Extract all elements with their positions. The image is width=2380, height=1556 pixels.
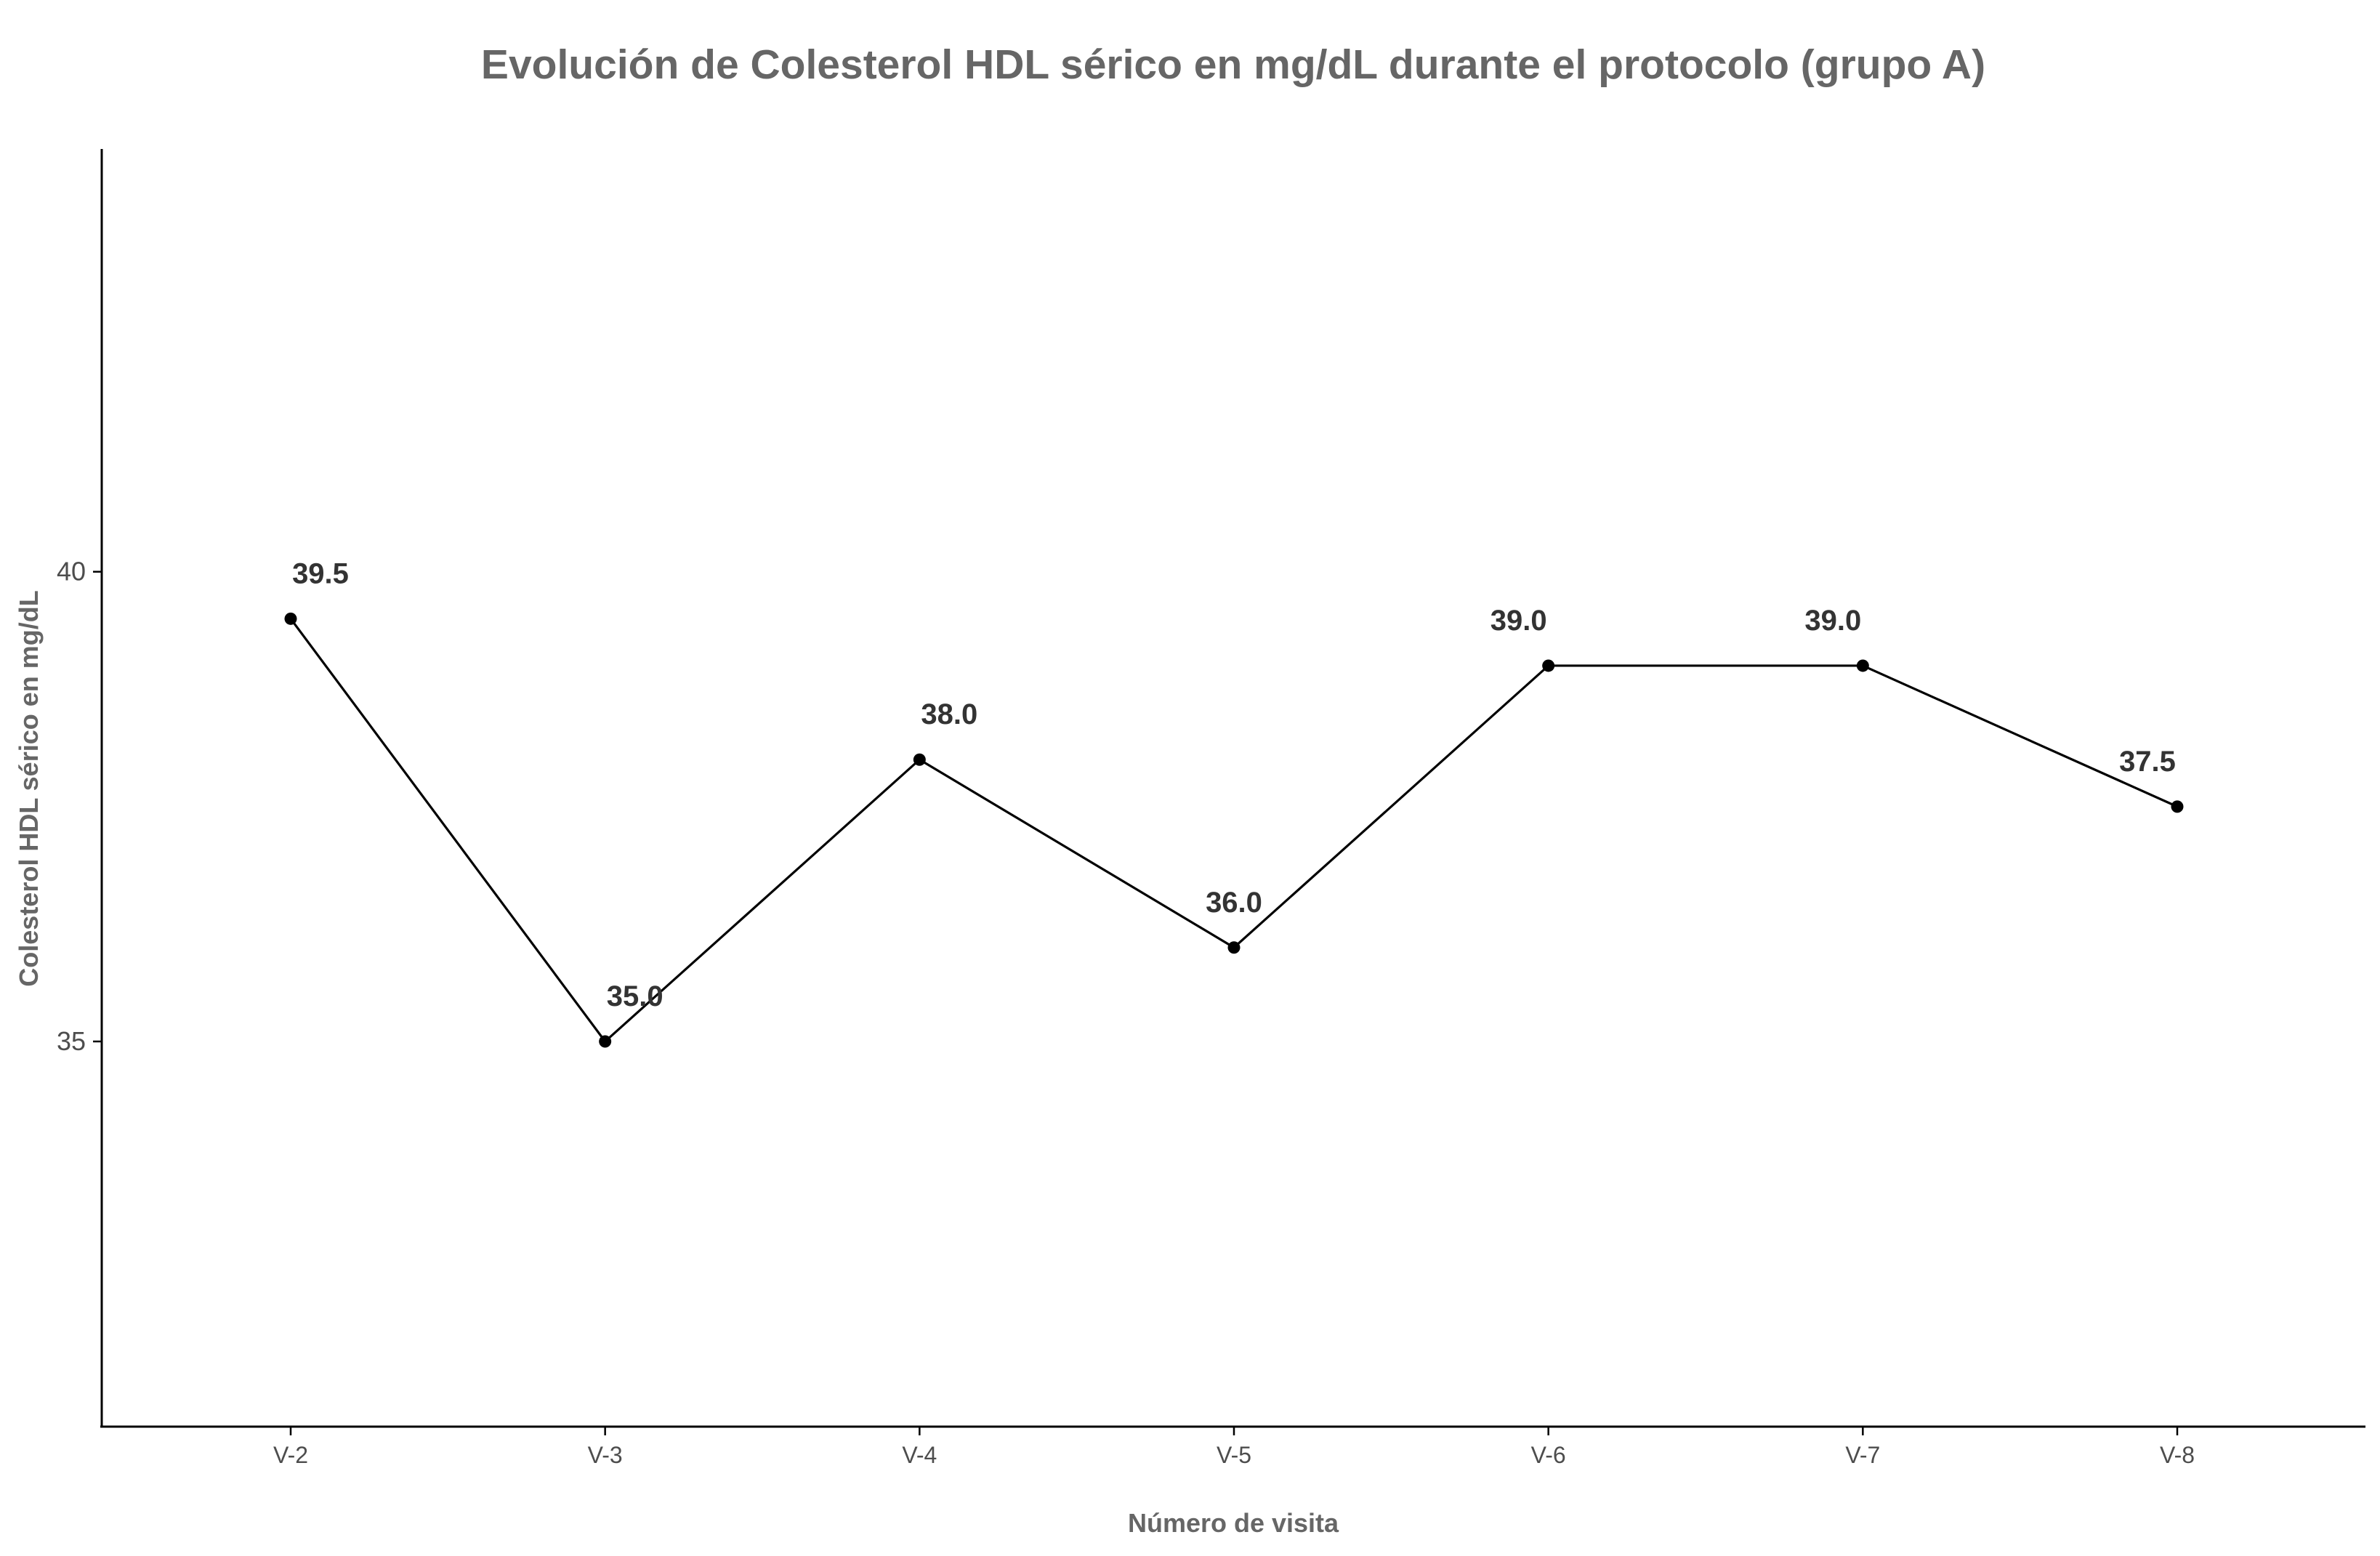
y-tick-label: 40 [57,557,86,586]
x-tick-label: V-2 [273,1442,308,1468]
x-tick-label: V-6 [1531,1442,1566,1468]
y-axis-title: Colesterol HDL sérico en mg/dL [14,590,44,986]
x-tick-label: V-8 [2160,1442,2195,1468]
data-label: 38.0 [921,698,977,730]
x-tick-label: V-7 [1845,1442,1880,1468]
x-axis-ticks: V-2 V-3 V-4 V-5 V-6 V-7 V-8 [273,1427,2195,1468]
data-label: 35.0 [607,980,663,1012]
data-label: 39.0 [1804,605,1861,637]
series-hdl [284,612,2184,1048]
data-point [913,753,926,766]
x-tick-label: V-3 [588,1442,623,1468]
data-point [284,612,297,625]
data-label: 39.0 [1490,605,1547,637]
x-tick-label: V-4 [902,1442,937,1468]
data-label: 37.5 [2119,746,2176,778]
data-point [1227,941,1241,954]
data-point [599,1035,612,1048]
x-axis-title: Número de visita [1128,1508,1339,1538]
data-point [1856,659,1869,672]
y-tick-label: 35 [57,1026,86,1056]
data-labels: 39.5 35.0 38.0 36.0 39.0 39.0 37.5 [292,557,2176,1012]
chart-title: Evolución de Colesterol HDL sérico en mg… [481,41,1985,88]
x-tick-label: V-5 [1217,1442,1251,1468]
data-label: 39.5 [292,557,349,589]
data-label: 36.0 [1206,887,1262,919]
data-point [1542,659,1555,672]
series-line [289,618,2178,1044]
y-axis-ticks: 35 40 [57,557,102,1056]
data-point [2171,800,2184,813]
